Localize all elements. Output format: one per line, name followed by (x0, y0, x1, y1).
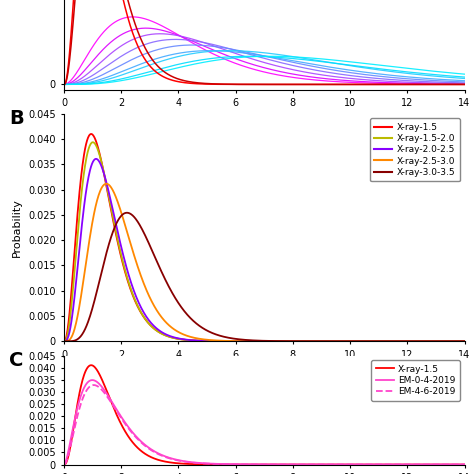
Line: EM-4-6-2019: EM-4-6-2019 (64, 385, 465, 465)
X-ray-2.0-2.5 (317, 338, 322, 344)
X-ray-1.5-2.0 (407, 338, 412, 344)
EM-4-6-2019 (317, 462, 322, 467)
X-ray-1.5 (407, 462, 412, 467)
X-ray-1.5-2.0 (61, 338, 67, 344)
Text: C: C (9, 351, 24, 370)
X-ray-3.0-3.5 (462, 338, 467, 344)
Y-axis label: Probability: Probability (12, 198, 22, 257)
X-ray-2.5-3.0 (61, 338, 67, 344)
X-ray-1.5 (86, 364, 91, 369)
EM-4-6-2019 (86, 385, 91, 391)
X-ray-3.0-3.5 (317, 338, 322, 344)
X-ray-1.5-2.0 (305, 338, 310, 344)
X-ray-1.5-2.0 (86, 146, 91, 152)
X-ray-3.0-3.5 (61, 338, 67, 344)
X-ray-2.0-2.5 (86, 174, 91, 180)
X-ray-2.5-3.0 (86, 243, 91, 248)
EM-0-4-2019 (462, 462, 467, 467)
X-ray-1.5 (61, 338, 67, 344)
EM-4-6-2019 (407, 462, 412, 467)
X-ray-2.0-2.5 (61, 338, 67, 344)
Text: B: B (9, 109, 24, 128)
X-ray-2.5-3.0 (305, 338, 310, 344)
X-ray-2.5-3.0 (407, 338, 412, 344)
X-ray-1.5-2.0 (365, 338, 371, 344)
X-ray-1.5 (317, 338, 322, 344)
X-ray-2.0-2.5 (407, 338, 412, 344)
EM-0-4-2019 (61, 462, 67, 467)
X-ray-2.5-3.0 (462, 338, 467, 344)
X-ray-1.5 (88, 362, 94, 368)
X-ray-2.5-3.0 (317, 338, 322, 344)
X-ray-1.5-2.0 (90, 139, 96, 145)
X-ray-1.5 (365, 338, 371, 344)
X-axis label: HBOS: HBOS (247, 114, 282, 124)
Line: X-ray-2.0-2.5: X-ray-2.0-2.5 (64, 159, 465, 341)
X-ray-2.0-2.5 (462, 338, 467, 344)
X-ray-3.0-3.5 (124, 210, 130, 216)
X-ray-2.0-2.5 (93, 156, 99, 162)
X-ray-3.0-3.5 (365, 338, 371, 344)
X-ray-2.5-3.0 (294, 338, 300, 344)
X-ray-2.0-2.5 (305, 338, 310, 344)
X-ray-1.5 (61, 462, 67, 467)
X-ray-2.0-2.5 (365, 338, 371, 344)
Line: EM-0-4-2019: EM-0-4-2019 (64, 380, 465, 465)
EM-4-6-2019 (365, 462, 371, 467)
EM-4-6-2019 (61, 462, 67, 467)
X-ray-3.0-3.5 (305, 338, 310, 344)
X-ray-3.0-3.5 (86, 318, 91, 323)
EM-0-4-2019 (317, 462, 322, 467)
EM-4-6-2019 (91, 382, 96, 388)
Line: X-ray-1.5-2.0: X-ray-1.5-2.0 (64, 142, 465, 341)
X-ray-1.5 (294, 462, 300, 467)
EM-0-4-2019 (294, 462, 300, 467)
EM-4-6-2019 (305, 462, 310, 467)
X-ray-1.5-2.0 (294, 338, 300, 344)
X-ray-1.5 (305, 462, 310, 467)
EM-0-4-2019 (86, 379, 91, 384)
X-ray-1.5 (462, 462, 467, 467)
X-ray-1.5 (305, 338, 310, 344)
EM-4-6-2019 (462, 462, 467, 467)
Legend: X-ray-1.5, EM-0-4-2019, EM-4-6-2019: X-ray-1.5, EM-0-4-2019, EM-4-6-2019 (371, 360, 460, 401)
EM-4-6-2019 (294, 462, 300, 467)
EM-0-4-2019 (407, 462, 412, 467)
X-ray-1.5-2.0 (317, 338, 322, 344)
X-ray-3.0-3.5 (407, 338, 412, 344)
X-ray-1.5 (88, 131, 94, 137)
X-ray-1.5 (86, 134, 91, 139)
EM-0-4-2019 (305, 462, 310, 467)
EM-0-4-2019 (365, 462, 371, 467)
Legend: X-ray-1.5, X-ray-1.5-2.0, X-ray-2.0-2.5, X-ray-2.5-3.0, X-ray-3.0-3.5: X-ray-1.5, X-ray-1.5-2.0, X-ray-2.0-2.5,… (370, 118, 460, 182)
X-ray-1.5-2.0 (462, 338, 467, 344)
Line: X-ray-3.0-3.5: X-ray-3.0-3.5 (64, 213, 465, 341)
Line: X-ray-1.5: X-ray-1.5 (64, 365, 465, 465)
X-axis label: HBOS: HBOS (247, 365, 282, 375)
X-ray-1.5 (407, 338, 412, 344)
X-ray-2.5-3.0 (365, 338, 371, 344)
X-ray-1.5 (294, 338, 300, 344)
Line: X-ray-1.5: X-ray-1.5 (64, 134, 465, 341)
EM-0-4-2019 (90, 377, 95, 383)
X-ray-2.0-2.5 (294, 338, 300, 344)
X-ray-1.5 (462, 338, 467, 344)
Line: X-ray-2.5-3.0: X-ray-2.5-3.0 (64, 184, 465, 341)
X-ray-2.5-3.0 (103, 181, 109, 187)
X-ray-3.0-3.5 (294, 338, 300, 344)
X-ray-1.5 (317, 462, 322, 467)
X-ray-1.5 (365, 462, 371, 467)
